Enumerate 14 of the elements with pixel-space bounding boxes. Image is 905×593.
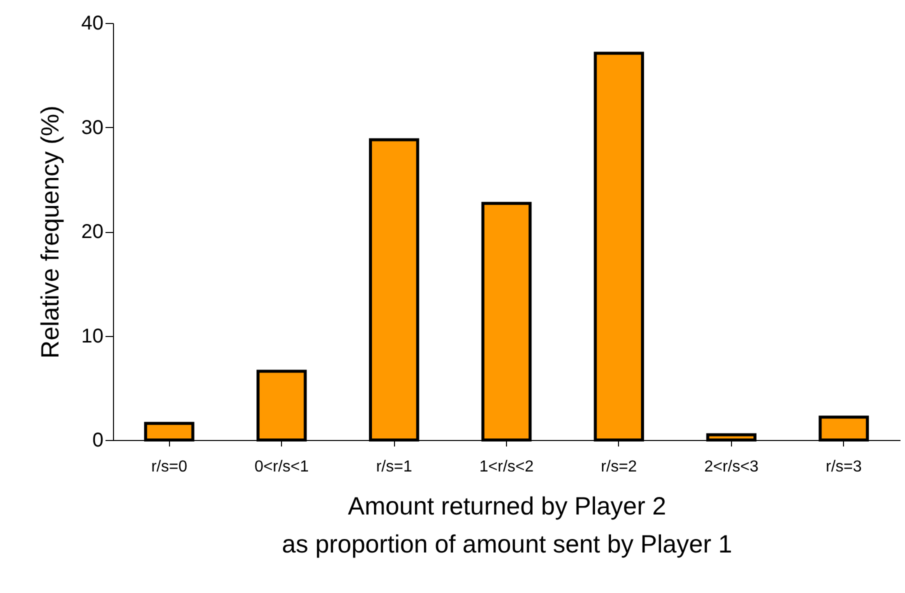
x-tick-label: 1<r/s<2 <box>479 458 534 476</box>
x-tick-label: r/s=3 <box>826 458 862 476</box>
y-tick-label: 20 <box>81 221 104 243</box>
x-axis-title: Amount returned by Player 2 as proportion of amount sent by Player 1 <box>282 492 732 558</box>
y-axis-title: Relative frequency (%) <box>36 106 64 358</box>
y-tick-label: 30 <box>81 116 104 139</box>
x-tick-label: 2<r/s<3 <box>704 458 759 476</box>
x-tick-label: r/s=0 <box>151 458 188 476</box>
x-tick-label: r/s=1 <box>376 458 412 476</box>
y-tick-label: 10 <box>81 325 104 348</box>
x-tick-label: r/s=2 <box>600 458 638 476</box>
y-tick-label: 40 <box>81 12 104 34</box>
x-tick-label: 0<r/s<1 <box>254 458 309 476</box>
y-tick-label: 0 <box>92 430 104 452</box>
